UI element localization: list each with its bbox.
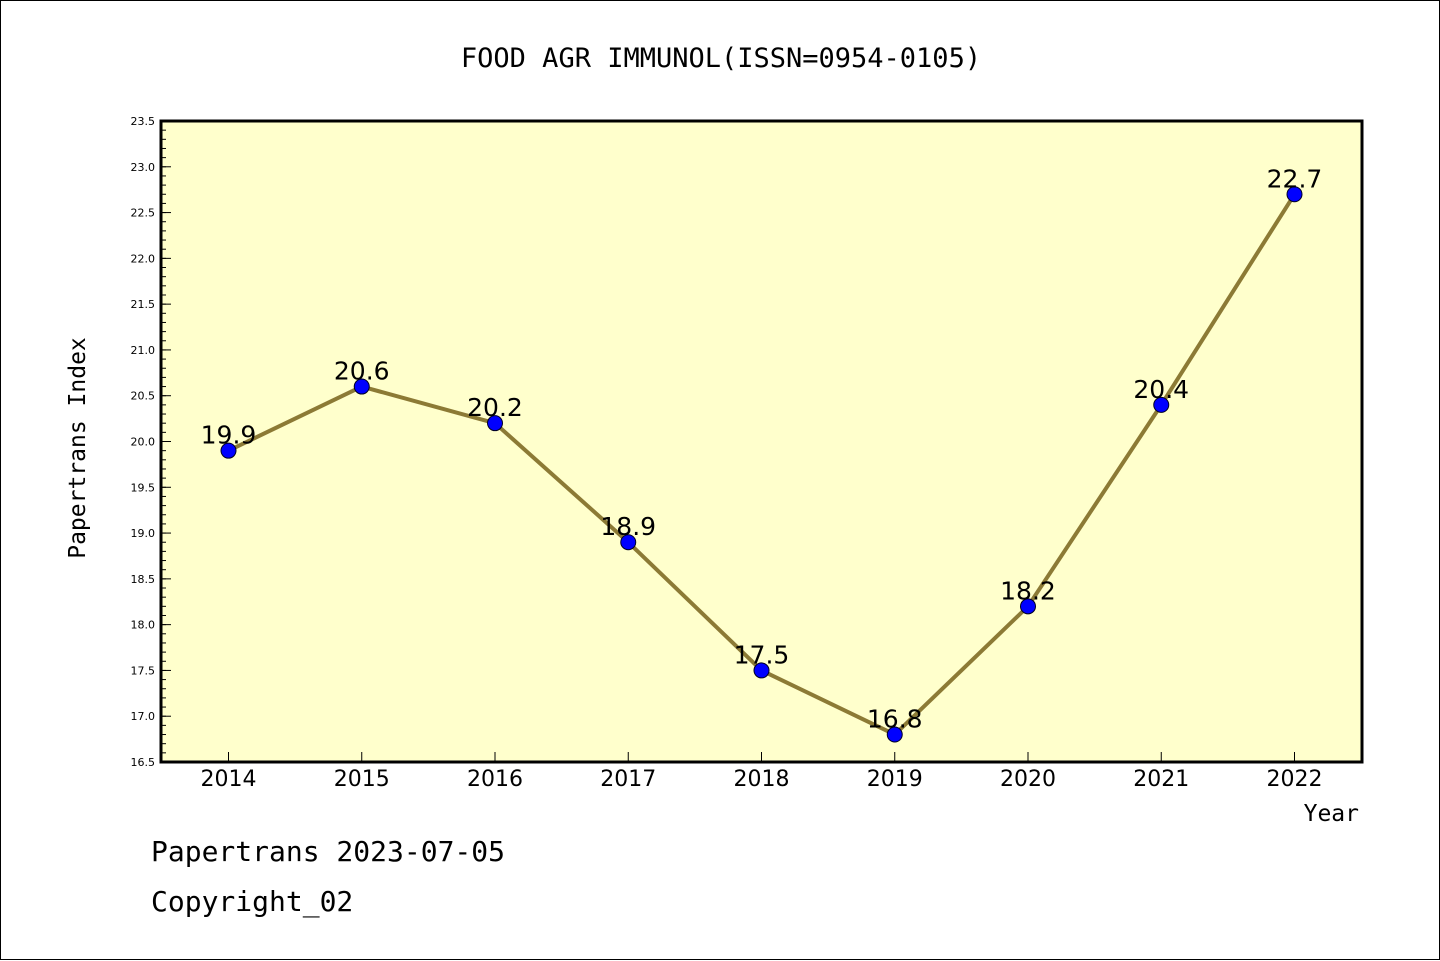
x-tick-label: 2019: [867, 767, 923, 792]
data-point: [220, 442, 237, 459]
chart-title: FOOD AGR IMMUNOL(ISSN=0954-0105): [461, 43, 981, 74]
data-label: 18.9: [600, 512, 656, 541]
y-tick-label: 18.5: [131, 573, 156, 586]
data-label: 20.2: [467, 393, 523, 422]
y-tick-label: 17.5: [131, 664, 156, 677]
data-label: 19.9: [201, 421, 257, 450]
data-point: [1286, 186, 1303, 203]
y-tick-label: 19.0: [131, 527, 156, 540]
y-axis-ticks: 16.5 17.0 17.5 18.0 18.5 19.0 19.5 20.0 20.5 21.0…: [131, 115, 171, 769]
x-tick-label: 2018: [734, 767, 790, 792]
x-tick-label: 2020: [1000, 767, 1056, 792]
y-tick-label: 21.0: [131, 344, 156, 357]
x-axis-label: Year: [1304, 801, 1359, 827]
data-label: 18.2: [1000, 576, 1056, 605]
data-label: 22.7: [1267, 164, 1323, 193]
footer-copyright: Copyright_02: [151, 885, 354, 918]
data-point: [1153, 396, 1170, 413]
x-tick-label: 2016: [467, 767, 523, 792]
x-tick-label: 2021: [1133, 767, 1189, 792]
y-tick-label: 18.0: [131, 619, 156, 632]
y-tick-label: 22.5: [131, 207, 156, 220]
y-tick-label: 16.5: [131, 756, 156, 769]
y-tick-label: 19.5: [131, 481, 156, 494]
y-tick-label: 17.0: [131, 710, 156, 723]
footer-date: Papertrans 2023-07-05: [151, 835, 506, 868]
data-labels: 19.9 20.6 20.2 18.9 17.5 16.8 18.2 20.4 22.7: [201, 164, 1323, 733]
data-label: 16.8: [867, 705, 923, 734]
y-tick-label: 20.0: [131, 436, 156, 449]
y-tick-label: 23.5: [131, 115, 156, 128]
data-point: [886, 726, 903, 743]
y-tick-label: 21.5: [131, 298, 156, 311]
plot-border: [159, 119, 1364, 764]
data-point: [753, 662, 770, 679]
x-tick-label: 2014: [201, 767, 257, 792]
data-point: [353, 378, 370, 395]
data-point: [620, 534, 637, 551]
data-point: [1020, 598, 1036, 615]
data-label: 17.5: [734, 640, 790, 669]
data-label: 20.6: [334, 357, 390, 386]
x-tick-label: 2015: [334, 767, 390, 792]
plot-area: [161, 121, 1362, 762]
data-label: 20.4: [1133, 375, 1189, 404]
x-tick-label: 2022: [1267, 767, 1323, 792]
y-tick-label: 20.5: [131, 390, 156, 403]
data-point: [487, 415, 503, 432]
y-tick-label: 23.0: [131, 161, 156, 174]
data-markers: [220, 186, 1303, 743]
y-tick-label: 22.0: [131, 252, 156, 265]
x-tick-label: 2017: [600, 767, 656, 792]
x-axis-ticks: 2014 2015 2016 2017 2018 2019 2020 2021 2022: [201, 752, 1323, 792]
y-axis-label: Papertrans Index: [65, 337, 91, 559]
